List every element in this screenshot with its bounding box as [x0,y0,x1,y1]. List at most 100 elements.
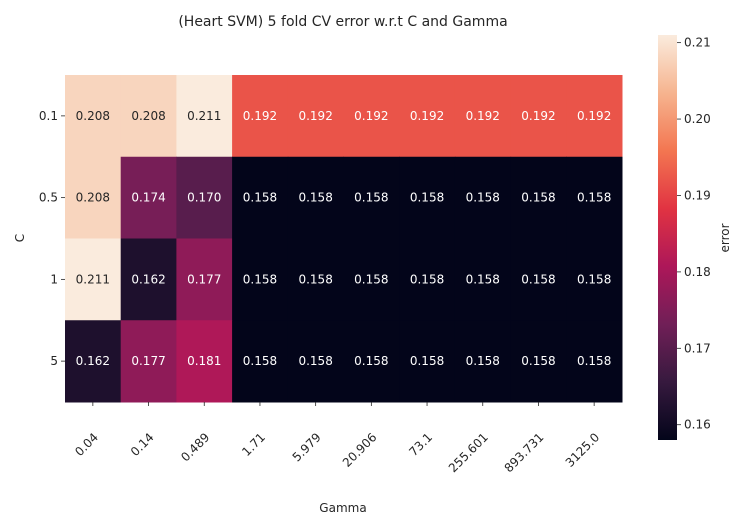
cell-value-label: 0.177 [187,272,221,286]
cell-value-label: 0.208 [76,191,110,205]
heatmap-cell [232,238,289,321]
colorbar-tick-label: 0.17 [684,341,711,355]
heatmap-cell [510,320,567,403]
colorbar-tick-label: 0.19 [684,188,711,202]
heatmap-cell [120,156,177,239]
cell-value-label: 0.192 [410,109,444,123]
heatmap-cell [232,156,289,239]
cell-value-label: 0.158 [243,191,277,205]
heatmap-cell [176,156,233,239]
x-tick-label: 255.601 [446,430,491,475]
heatmap-cell [287,320,344,403]
cell-value-label: 0.158 [410,272,444,286]
heatmap-cell [343,320,400,403]
heatmap-cell [566,156,623,239]
y-axis-label: C [13,234,27,242]
cell-value-label: 0.158 [521,354,555,368]
cell-value-label: 0.158 [298,272,332,286]
cell-value-label: 0.177 [131,354,165,368]
x-tick-label: 893.731 [502,430,547,475]
heatmap-cell [510,238,567,321]
x-tick-label: 0.04 [72,430,101,459]
cell-value-label: 0.208 [131,109,165,123]
heatmap-cell [566,320,623,403]
x-axis-label: Gamma [319,501,366,515]
y-tick-label: 5 [50,354,58,368]
cell-value-label: 0.158 [466,272,500,286]
x-tick-label: 5.979 [290,430,324,464]
heatmap-cell [343,238,400,321]
colorbar-gradient [658,35,677,440]
heatmap-cell [343,75,400,158]
heatmap-cell [566,75,623,158]
heatmap-cell [287,238,344,321]
cell-value-label: 0.158 [354,354,388,368]
cell-value-label: 0.162 [131,272,165,286]
cell-value-label: 0.158 [298,191,332,205]
heatmap-cell [65,156,122,239]
heatmap-cell [454,320,512,403]
x-tick-label: 73.1 [406,430,435,459]
cell-value-label: 0.192 [298,109,332,123]
heatmap-cell [65,320,122,403]
y-tick-label: 1 [50,272,58,286]
cell-value-label: 0.158 [354,272,388,286]
cell-value-label: 0.158 [577,354,611,368]
cell-value-label: 0.158 [521,191,555,205]
cell-value-label: 0.158 [577,272,611,286]
chart-title: (Heart SVM) 5 fold CV error w.r.t C and … [178,14,507,30]
colorbar-tick-label: 0.20 [684,112,711,126]
cell-value-label: 0.192 [354,109,388,123]
heatmap-cell [343,156,400,239]
cell-value-label: 0.158 [243,272,277,286]
heatmap-cell [120,238,177,321]
heatmap-cell [399,238,456,321]
cell-value-label: 0.158 [354,191,388,205]
cell-value-label: 0.192 [243,109,277,123]
cell-value-label: 0.211 [76,272,110,286]
cell-value-label: 0.158 [410,354,444,368]
heatmap-cell [510,156,567,239]
heatmap-cell [120,75,177,158]
heatmap-cell [232,320,289,403]
cell-value-label: 0.158 [466,354,500,368]
heatmap-cell [65,75,122,158]
cell-value-label: 0.192 [521,109,555,123]
cell-value-label: 0.158 [410,191,444,205]
cell-value-label: 0.211 [187,109,221,123]
cell-value-label: 0.174 [131,191,165,205]
heatmap-cell [566,238,623,321]
y-axis: 0.1 0.5 1 5 [39,109,65,368]
colorbar-tick-label: 0.16 [684,418,711,432]
heatmap-cell [454,238,512,321]
heatmap-cell [176,238,233,321]
cell-value-label: 0.162 [76,354,110,368]
x-axis: 0.04 0.14 0.489 1.71 5.979 20.906 73.1 255.601 8… [72,402,602,475]
colorbar: 0.16 0.17 0.18 0.19 0.20 0.21 [658,35,711,440]
x-tick-label: 0.489 [178,430,212,464]
cell-value-label: 0.158 [521,272,555,286]
y-tick-label: 0.1 [39,109,58,123]
heatmap-cell [399,156,456,239]
heatmap-cells: 0.208 0.208 0.211 0.192 0.192 0.192 0.192 0.192… [65,75,623,403]
y-tick-label: 0.5 [39,191,58,205]
heatmap-cell [176,320,233,403]
x-tick-label: 20.906 [340,430,380,470]
heatmap-cell [399,320,456,403]
x-tick-label: 0.14 [128,430,157,459]
cell-value-label: 0.192 [577,109,611,123]
cell-value-label: 0.158 [298,354,332,368]
cell-value-label: 0.181 [187,354,221,368]
heatmap-cell [287,156,344,239]
cell-value-label: 0.158 [243,354,277,368]
heatmap-cell [510,75,567,158]
heatmap-cell [399,75,456,158]
colorbar-tick-label: 0.18 [684,265,711,279]
cell-value-label: 0.158 [466,191,500,205]
cell-value-label: 0.208 [76,109,110,123]
x-tick-label: 3125.0 [563,430,603,470]
heatmap-cell [176,75,233,158]
heatmap-cell [454,156,512,239]
heatmap-cell [120,320,177,403]
x-tick-label: 1.71 [239,430,268,459]
